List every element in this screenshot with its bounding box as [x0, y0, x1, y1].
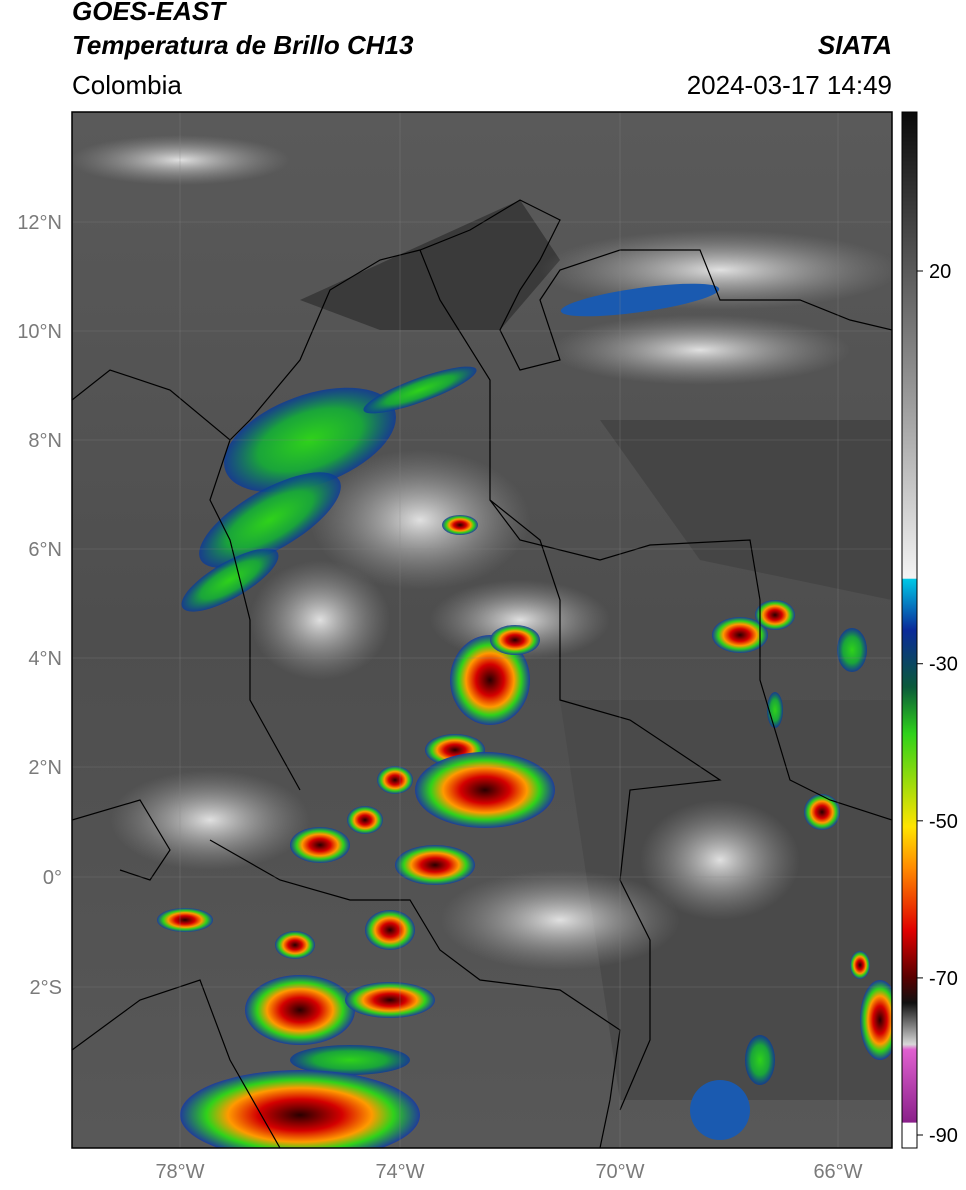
- lat-label: 0°: [43, 867, 62, 889]
- lat-label: 4°N: [28, 648, 62, 670]
- product-title: GOES-EAST: [72, 0, 226, 26]
- colorbar: 20 -30 -50 -70 -90: [901, 111, 958, 1149]
- region-label: Colombia: [72, 70, 182, 100]
- colorbar-tick-label: -90: [929, 1125, 958, 1147]
- colorbar-tick-label: 20: [929, 261, 951, 283]
- lat-label: 10°N: [17, 321, 62, 343]
- product-subtitle: Temperatura de Brillo CH13: [72, 30, 414, 60]
- lat-label: 2°N: [28, 757, 62, 779]
- lon-label: 66°W: [813, 1161, 862, 1183]
- lat-label: 2°S: [30, 977, 62, 999]
- colorbar-tick-label: -30: [929, 654, 958, 676]
- latitude-labels: 12°N 10°N 8°N 6°N 4°N 2°N 0° 2°S: [17, 212, 62, 999]
- colorbar-tick-label: -50: [929, 811, 958, 833]
- lon-label: 74°W: [375, 1161, 424, 1183]
- organization-label: SIATA: [817, 30, 892, 60]
- satellite-image: [72, 112, 892, 1148]
- lat-label: 6°N: [28, 539, 62, 561]
- lat-label: 12°N: [17, 212, 62, 234]
- borders: [72, 199, 892, 1148]
- colorbar-tick-label: -70: [929, 968, 958, 990]
- lon-label: 70°W: [595, 1161, 644, 1183]
- longitude-labels: 78°W 74°W 70°W 66°W: [155, 1161, 862, 1183]
- lon-label: 78°W: [155, 1161, 204, 1183]
- lat-label: 8°N: [28, 430, 62, 452]
- gridlines: [72, 112, 892, 1148]
- datetime-label: 2024-03-17 14:49: [686, 70, 892, 100]
